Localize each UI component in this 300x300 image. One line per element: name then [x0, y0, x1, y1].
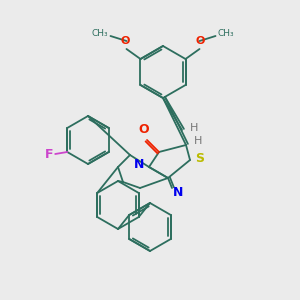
Text: O: O	[196, 36, 205, 46]
Text: H: H	[190, 123, 198, 133]
Text: F: F	[45, 148, 53, 160]
Text: H: H	[194, 136, 202, 146]
Text: S: S	[195, 152, 204, 166]
Text: O: O	[139, 123, 149, 136]
Text: N: N	[173, 186, 183, 199]
Text: N: N	[134, 158, 144, 172]
Text: CH₃: CH₃	[92, 29, 109, 38]
Text: CH₃: CH₃	[218, 29, 234, 38]
Text: O: O	[121, 36, 130, 46]
